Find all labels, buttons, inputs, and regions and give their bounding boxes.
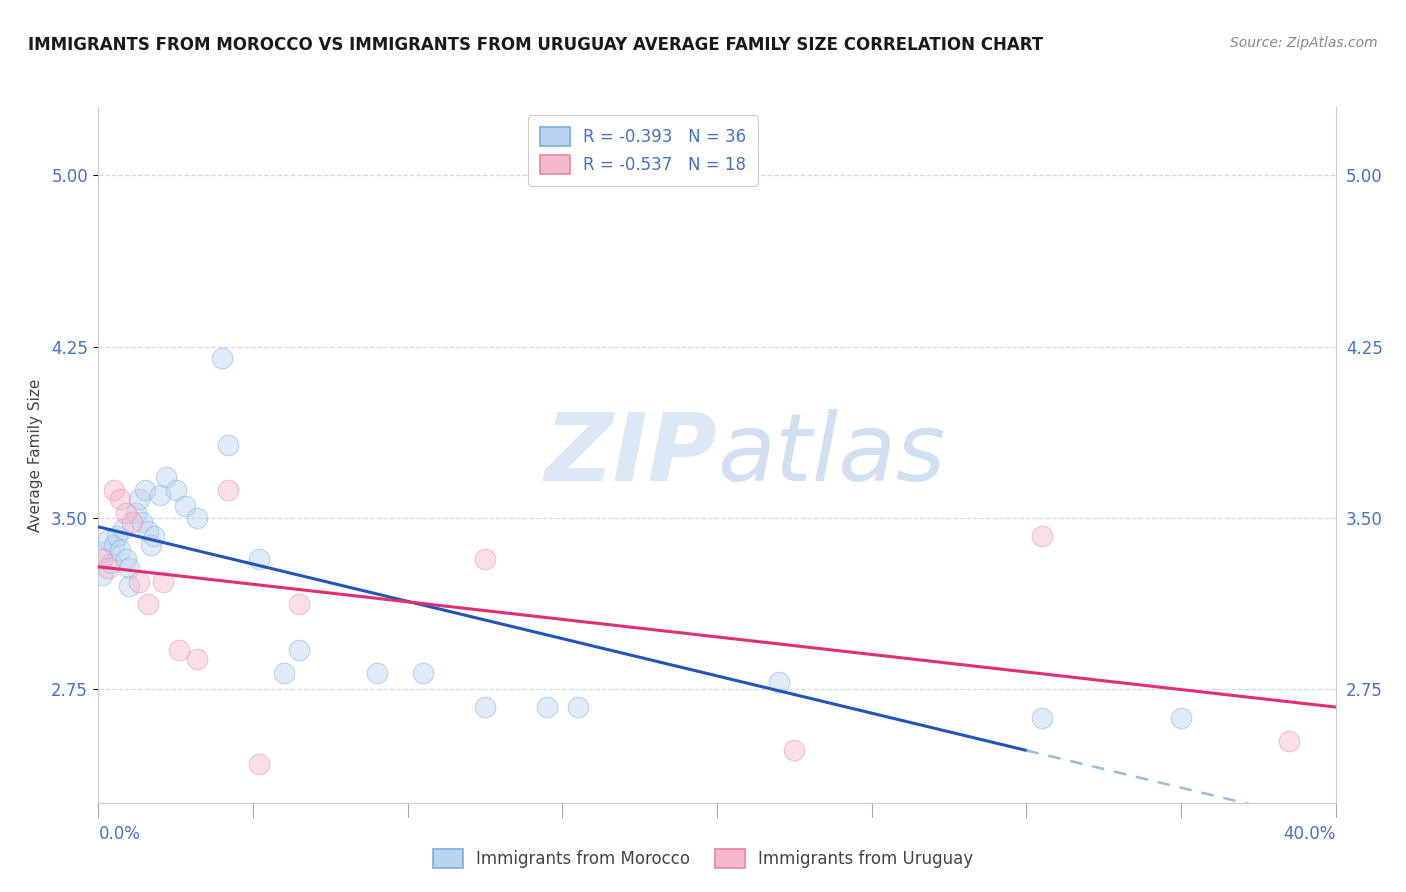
Point	[152, 574, 174, 589]
Point	[174, 500, 197, 514]
Point	[186, 652, 208, 666]
Point	[149, 488, 172, 502]
Point	[103, 483, 125, 498]
Point	[115, 551, 138, 566]
Point	[108, 492, 131, 507]
Point	[105, 529, 128, 543]
Point	[1278, 734, 1301, 748]
Point	[131, 515, 153, 529]
Point	[247, 757, 270, 772]
Point	[128, 574, 150, 589]
Point	[217, 483, 239, 498]
Point	[121, 515, 143, 529]
Point	[288, 643, 311, 657]
Point	[90, 567, 112, 582]
Point	[115, 506, 138, 520]
Point	[536, 700, 558, 714]
Point	[1031, 711, 1053, 725]
Point	[211, 351, 233, 365]
Point	[247, 551, 270, 566]
Point	[90, 545, 112, 559]
Point	[134, 483, 156, 498]
Point	[474, 700, 496, 714]
Point	[108, 542, 131, 557]
Point	[97, 561, 120, 575]
Point	[112, 522, 135, 536]
Point	[273, 665, 295, 680]
Point	[155, 469, 177, 483]
Point	[768, 674, 790, 689]
Point	[118, 579, 141, 593]
Legend: R = -0.393   N = 36, R = -0.537   N = 18: R = -0.393 N = 36, R = -0.537 N = 18	[527, 115, 758, 186]
Point	[118, 561, 141, 575]
Text: Source: ZipAtlas.com: Source: ZipAtlas.com	[1230, 36, 1378, 50]
Point	[412, 665, 434, 680]
Point	[100, 556, 122, 570]
Point	[217, 437, 239, 451]
Text: ZIP: ZIP	[544, 409, 717, 501]
Point	[1170, 711, 1192, 725]
Point	[1031, 529, 1053, 543]
Point	[90, 551, 112, 566]
Point	[783, 743, 806, 757]
Legend: Immigrants from Morocco, Immigrants from Uruguay: Immigrants from Morocco, Immigrants from…	[426, 842, 980, 875]
Point	[366, 665, 388, 680]
Text: IMMIGRANTS FROM MOROCCO VS IMMIGRANTS FROM URUGUAY AVERAGE FAMILY SIZE CORRELATI: IMMIGRANTS FROM MOROCCO VS IMMIGRANTS FR…	[28, 36, 1043, 54]
Point	[567, 700, 589, 714]
Point	[128, 492, 150, 507]
Point	[288, 598, 311, 612]
Text: atlas: atlas	[717, 409, 945, 500]
Point	[136, 598, 159, 612]
Point	[124, 506, 146, 520]
Point	[186, 510, 208, 524]
Point	[474, 551, 496, 566]
Text: 0.0%: 0.0%	[98, 825, 141, 843]
Point	[167, 643, 190, 657]
Point	[97, 533, 120, 548]
Point	[136, 524, 159, 539]
Point	[143, 529, 166, 543]
Y-axis label: Average Family Size: Average Family Size	[28, 378, 42, 532]
Point	[103, 538, 125, 552]
Point	[165, 483, 187, 498]
Text: 40.0%: 40.0%	[1284, 825, 1336, 843]
Point	[139, 538, 162, 552]
